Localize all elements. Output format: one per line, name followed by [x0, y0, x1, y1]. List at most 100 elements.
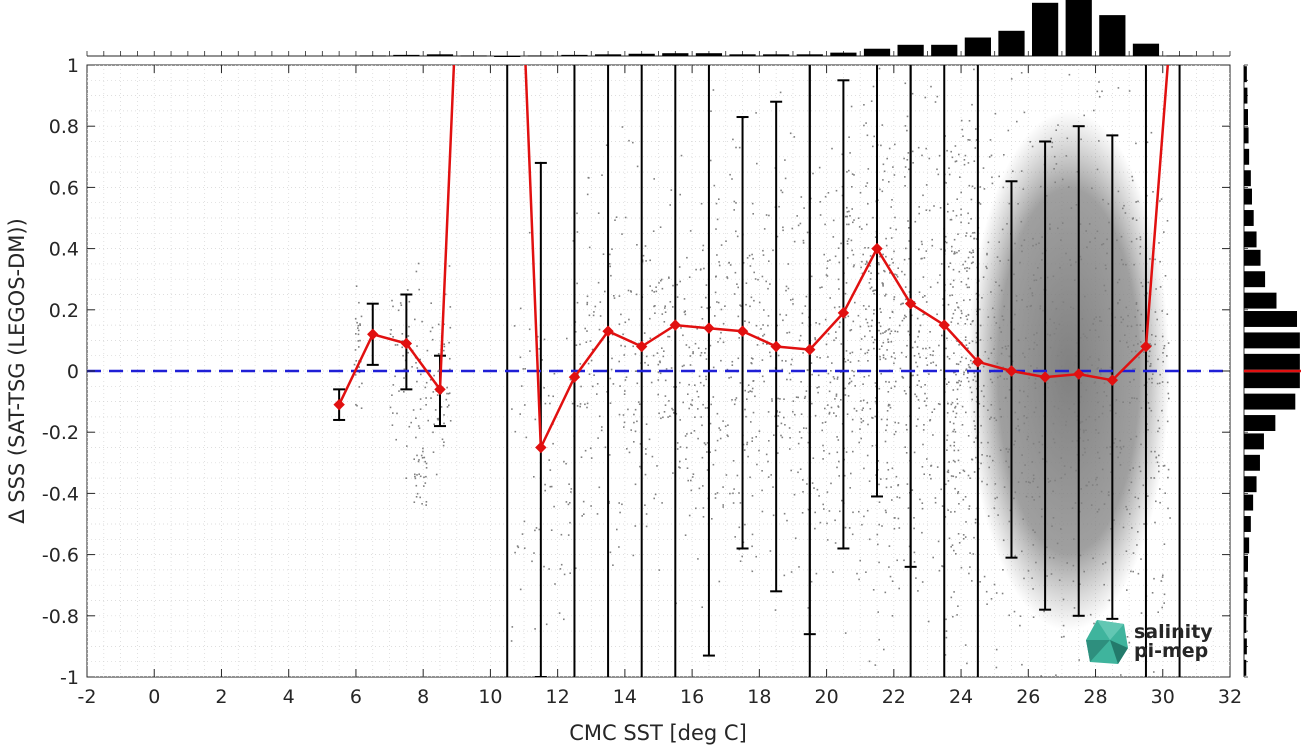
- scatter-point: [768, 440, 770, 442]
- scatter-point: [1163, 464, 1166, 467]
- top-histogram-bar: [1065, 0, 1092, 56]
- scatter-point: [925, 347, 927, 350]
- scatter-point: [676, 283, 678, 286]
- scatter-point: [1158, 454, 1160, 457]
- top-histogram-bar: [393, 54, 420, 56]
- right-histogram: [1243, 64, 1301, 678]
- scatter-point: [1021, 663, 1023, 666]
- scatter-point: [806, 483, 808, 485]
- scatter-point: [786, 378, 788, 381]
- scatter-point: [718, 580, 721, 583]
- scatter-point: [952, 279, 955, 282]
- scatter-point: [1126, 341, 1128, 344]
- scatter-point: [948, 381, 950, 383]
- scatter-point: [405, 477, 407, 479]
- scatter-point: [710, 110, 712, 112]
- scatter-point: [961, 128, 964, 131]
- scatter-point: [548, 568, 550, 570]
- scatter-point: [920, 386, 922, 388]
- scatter-point: [963, 373, 965, 376]
- scatter-point: [1134, 316, 1136, 318]
- scatter-point: [818, 166, 821, 169]
- scatter-point: [930, 85, 932, 88]
- scatter-point: [969, 235, 972, 238]
- scatter-point: [425, 504, 427, 506]
- scatter-point: [882, 283, 884, 286]
- scatter-point: [776, 235, 779, 238]
- scatter-point: [1008, 520, 1011, 523]
- scatter-point: [921, 154, 923, 157]
- scatter-point: [975, 456, 977, 459]
- scatter-point: [1062, 301, 1065, 303]
- scatter-point: [653, 178, 655, 180]
- scatter-point: [1053, 405, 1056, 408]
- scatter-point: [1140, 281, 1142, 284]
- scatter-point: [416, 454, 418, 457]
- scatter-point: [983, 575, 986, 578]
- scatter-point: [807, 508, 810, 511]
- scatter-point: [839, 510, 841, 513]
- scatter-point: [776, 410, 778, 412]
- scatter-point: [814, 337, 816, 339]
- scatter-point: [1038, 441, 1041, 443]
- scatter-point: [422, 450, 424, 453]
- scatter-point: [1052, 438, 1055, 440]
- scatter-point: [415, 417, 417, 419]
- scatter-point: [971, 103, 973, 106]
- scatter-point: [933, 205, 935, 207]
- scatter-point: [1122, 445, 1125, 448]
- scatter-point: [1007, 345, 1010, 347]
- scatter-point: [980, 462, 982, 465]
- scatter-point: [448, 265, 451, 267]
- scatter-point: [437, 353, 440, 355]
- scatter-point: [884, 509, 887, 512]
- scatter-point: [520, 385, 523, 387]
- scatter-point: [1150, 477, 1152, 479]
- x-tick-label: 0: [148, 686, 160, 708]
- scatter-point: [798, 431, 801, 433]
- scatter-point: [661, 287, 664, 290]
- scatter-point: [847, 395, 850, 397]
- scatter-point: [663, 411, 666, 413]
- scatter-point: [752, 411, 755, 414]
- scatter-point: [1110, 528, 1112, 530]
- scatter-point: [1128, 90, 1131, 92]
- scatter-point: [993, 507, 996, 509]
- scatter-point: [1041, 259, 1043, 261]
- scatter-point: [1074, 361, 1076, 364]
- scatter-point: [783, 574, 786, 577]
- scatter-point: [1028, 348, 1031, 350]
- scatter-point: [983, 188, 986, 190]
- scatter-point: [771, 398, 773, 400]
- scatter-point: [722, 506, 724, 508]
- right-histogram-bar: [1244, 292, 1277, 309]
- scatter-point: [735, 230, 737, 233]
- scatter-point: [892, 166, 894, 168]
- scatter-point: [928, 157, 931, 160]
- scatter-point: [649, 259, 651, 262]
- scatter-point: [917, 418, 919, 421]
- scatter-point: [1139, 238, 1142, 241]
- scatter-point: [898, 527, 901, 529]
- scatter-point: [1113, 442, 1115, 444]
- scatter-point: [887, 338, 889, 341]
- scatter-point: [449, 357, 451, 360]
- scatter-point: [609, 253, 611, 256]
- scatter-point: [1075, 342, 1078, 344]
- scatter-point: [1070, 466, 1072, 469]
- scatter-point: [1046, 382, 1049, 384]
- scatter-point: [673, 386, 675, 388]
- scatter-point: [966, 267, 968, 269]
- scatter-point: [866, 223, 868, 226]
- scatter-point: [710, 403, 712, 406]
- scatter-point: [1098, 96, 1101, 98]
- scatter-point: [1167, 468, 1170, 471]
- scatter-point: [1122, 526, 1125, 529]
- scatter-point: [704, 407, 707, 409]
- scatter-point: [739, 304, 741, 306]
- scatter-point: [932, 354, 934, 357]
- scatter-point: [957, 492, 959, 495]
- scatter-point: [1085, 429, 1087, 431]
- scatter-point: [1097, 432, 1100, 434]
- scatter-point: [730, 376, 732, 379]
